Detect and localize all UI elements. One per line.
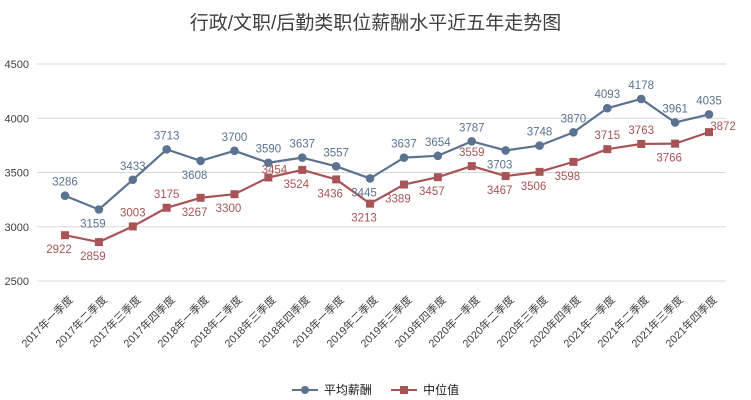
svg-text:3763: 3763 [628, 125, 654, 137]
svg-text:3500: 3500 [5, 168, 29, 180]
svg-text:3598: 3598 [555, 171, 581, 183]
svg-text:3175: 3175 [154, 189, 180, 201]
svg-text:3637: 3637 [289, 139, 315, 151]
svg-text:3608: 3608 [182, 170, 208, 182]
svg-text:3766: 3766 [656, 153, 682, 165]
svg-text:3433: 3433 [120, 161, 146, 173]
svg-text:3286: 3286 [52, 177, 78, 189]
svg-text:3700: 3700 [222, 132, 248, 144]
svg-text:3713: 3713 [154, 130, 180, 142]
svg-text:3454: 3454 [262, 164, 288, 176]
svg-text:3637: 3637 [391, 139, 417, 151]
svg-text:3748: 3748 [527, 127, 553, 139]
svg-text:3787: 3787 [459, 122, 485, 134]
svg-text:4178: 4178 [628, 80, 654, 92]
svg-text:3445: 3445 [351, 187, 377, 199]
svg-text:3000: 3000 [5, 222, 29, 234]
svg-text:4035: 4035 [696, 95, 722, 107]
svg-text:3870: 3870 [561, 113, 587, 125]
svg-text:3559: 3559 [459, 147, 485, 159]
svg-text:3003: 3003 [120, 207, 146, 219]
svg-text:3457: 3457 [419, 186, 445, 198]
svg-text:3213: 3213 [351, 213, 377, 225]
svg-text:3715: 3715 [595, 130, 621, 142]
svg-text:3389: 3389 [385, 194, 411, 206]
svg-text:2859: 2859 [80, 251, 106, 263]
svg-text:2500: 2500 [5, 276, 29, 288]
svg-text:4500: 4500 [5, 59, 29, 71]
svg-text:3159: 3159 [80, 219, 106, 231]
svg-text:3557: 3557 [323, 147, 349, 159]
svg-text:2922: 2922 [46, 244, 72, 256]
svg-text:3506: 3506 [521, 181, 547, 193]
svg-text:3590: 3590 [256, 144, 282, 156]
svg-text:3436: 3436 [317, 188, 343, 200]
svg-text:3267: 3267 [182, 207, 208, 219]
svg-text:3300: 3300 [216, 203, 242, 215]
svg-text:3654: 3654 [425, 137, 451, 149]
svg-text:4000: 4000 [5, 113, 29, 125]
svg-text:3703: 3703 [487, 159, 513, 171]
svg-text:3524: 3524 [283, 179, 309, 191]
svg-text:4093: 4093 [595, 89, 621, 101]
svg-text:3872: 3872 [710, 121, 736, 133]
svg-text:3961: 3961 [662, 103, 688, 115]
svg-text:3467: 3467 [487, 185, 513, 197]
